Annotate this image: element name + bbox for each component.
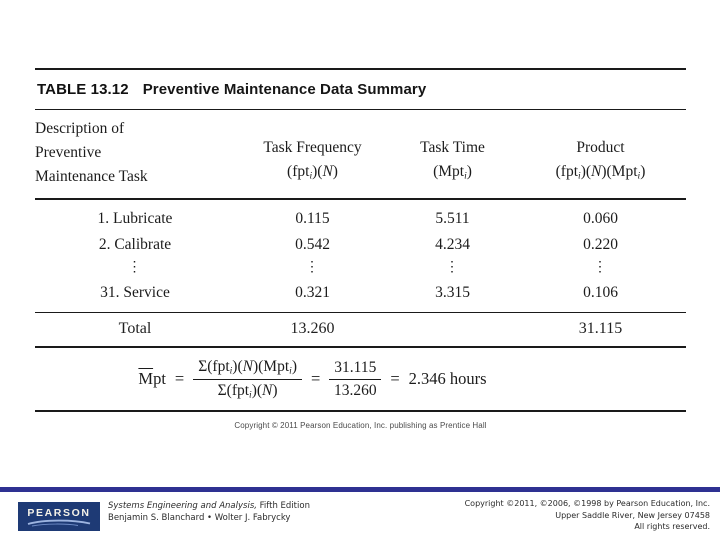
cell-time: 4.234 (435, 235, 470, 253)
divider-bottom (35, 410, 686, 412)
table-total-row: Total 13.260 31.115 (35, 313, 686, 346)
footer-copyright-line: Upper Saddle River, New Jersey 07458 (555, 510, 710, 520)
footer-copyright-line: All rights reserved. (634, 522, 710, 531)
cell-total-label: Total (118, 320, 152, 337)
pearson-logo-text: PEARSON (27, 507, 91, 519)
footer-accent-band (0, 487, 720, 492)
divider-under-header (35, 198, 686, 200)
cell-product: 0.220 (583, 235, 618, 253)
column-header-description: Description of Preventive Maintenance Ta… (35, 117, 235, 189)
column-header-line: Preventive (35, 144, 102, 161)
book-title: Systems Engineering and Analysis, (108, 501, 257, 511)
fraction-denominator: 13.260 (334, 381, 377, 399)
column-header-task-time: Task Time (Mpti) (390, 136, 515, 189)
footer-copyright: Copyright ©2011, ©2006, ©1998 by Pearson… (465, 498, 710, 533)
divider-under-title (35, 109, 686, 110)
cell-total-frequency: 13.260 (290, 320, 335, 337)
formula-result: 2.346 hours (408, 369, 487, 388)
table-row: 31. Service 0.321 3.315 0.106 (35, 280, 686, 306)
pearson-swoosh-icon (27, 519, 91, 527)
equals-sign: = (174, 369, 185, 388)
book-info: Systems Engineering and Analysis, Fifth … (108, 501, 310, 524)
figure-title-row: TABLE 13.12 Preventive Maintenance Data S… (35, 70, 686, 109)
column-header-line: Product (576, 139, 625, 157)
column-header-formula: (fpti)(N) (287, 163, 338, 182)
cell-task: ⋮ (127, 259, 143, 275)
cell-frequency: 0.542 (295, 235, 330, 253)
table-header-row: Description of Preventive Maintenance Ta… (35, 110, 686, 198)
table-row: 1. Lubricate 0.115 5.511 0.060 (35, 206, 686, 232)
column-header-line: Description of (35, 120, 125, 137)
numeric-fraction: 31.115 13.260 (329, 359, 382, 400)
table-label: TABLE 13.12 (37, 81, 129, 98)
pearson-logo: PEARSON (18, 502, 100, 531)
book-edition: Fifth Edition (256, 501, 310, 511)
table-figure: TABLE 13.12 Preventive Maintenance Data S… (35, 68, 686, 430)
cell-total-product: 31.115 (578, 320, 623, 337)
fraction-numerator: Σ(fpti)(N)(Mpti) (193, 358, 302, 380)
fraction-numerator: 31.115 (329, 359, 382, 380)
table-body: 1. Lubricate 0.115 5.511 0.060 2. Calibr… (35, 200, 686, 312)
symbolic-fraction: Σ(fpti)(N)(Mpti) Σ(fpti)(N) (193, 358, 302, 400)
cell-time: 3.315 (435, 283, 470, 301)
footer-copyright-line: Copyright ©2011, ©2006, ©1998 by Pearson… (464, 499, 710, 508)
column-header-formula: (fpti)(N)(Mpti) (555, 163, 646, 182)
cell-time: 5.511 (435, 209, 470, 227)
column-header-line: Task Time (420, 139, 485, 157)
figure-copyright: Copyright © 2011 Pearson Education, Inc.… (234, 420, 487, 430)
equals-sign: = (390, 369, 400, 388)
cell-product: 0.060 (583, 209, 618, 227)
column-header-line: Task Frequency (263, 139, 362, 157)
book-authors: Benjamin S. Blanchard • Wolter J. Fabryc… (108, 512, 291, 523)
table-row: 2. Calibrate 0.542 4.234 0.220 (35, 232, 686, 258)
divider-under-total (35, 345, 686, 348)
cell-product: 0.106 (583, 283, 618, 301)
cell-task: 31. Service (100, 283, 170, 301)
table-row-ellipsis: ⋮ ⋮ ⋮ ⋮ (35, 258, 686, 280)
divider-top (35, 68, 686, 70)
mpt-formula: Mpt = Σ(fpti)(N)(Mpti) Σ(fpti)(N) = 31.1… (0, 348, 638, 410)
book-title-line: Systems Engineering and Analysis, Fifth … (108, 501, 310, 513)
equals-sign: = (310, 369, 321, 388)
column-header-formula: (Mpti) (433, 163, 472, 182)
cell-product: ⋮ (593, 259, 608, 275)
cell-frequency: 0.115 (295, 209, 330, 227)
cell-time: ⋮ (445, 259, 460, 275)
table-title: Preventive Maintenance Data Summary (142, 81, 427, 98)
cell-frequency: 0.321 (295, 283, 330, 301)
footer: PEARSON Systems Engineering and Analysis… (0, 492, 720, 540)
column-header-product: Product (fpti)(N)(Mpti) (515, 136, 686, 189)
fraction-denominator: Σ(fpti)(N) (217, 381, 278, 401)
cell-task: 1. Lubricate (97, 209, 173, 227)
mpt-bar-symbol: Mpt (138, 369, 166, 388)
column-header-task-frequency: Task Frequency (fpti)(N) (235, 136, 390, 189)
cell-task: 2. Calibrate (98, 235, 172, 253)
divider-above-total (35, 311, 686, 313)
column-header-line: Maintenance Task (35, 168, 148, 185)
cell-frequency: ⋮ (305, 259, 320, 275)
